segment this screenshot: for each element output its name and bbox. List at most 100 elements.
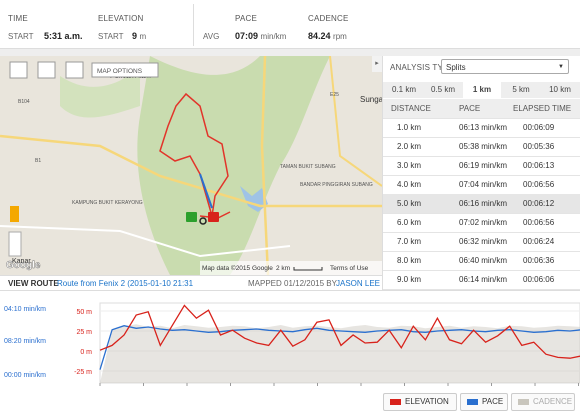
distance-cell: 3.0 km xyxy=(397,161,422,170)
select-value: Splits xyxy=(446,63,466,72)
time-cell: 00:06:09 xyxy=(523,123,555,132)
route-bar: VIEW ROUTE Route from Fenix 2 (2015-01-1… xyxy=(0,275,382,291)
unit: m xyxy=(139,32,147,41)
time-cell: 00:06:13 xyxy=(523,161,555,170)
end-marker xyxy=(208,212,219,222)
y-tick-label: -25 m xyxy=(74,369,92,376)
legend-label: PACE xyxy=(482,397,504,406)
plot-area xyxy=(99,302,580,384)
legend-swatch xyxy=(518,398,529,405)
split-row[interactable]: 6.0 km 07:02 min/km 00:06:56 xyxy=(383,213,580,233)
stat-value: 9 m xyxy=(132,31,146,41)
user-link[interactable]: JASON LEE xyxy=(336,279,381,288)
map-label: TAMAN BUKIT SUBANG xyxy=(280,164,336,170)
pace-cell: 06:40 min/km xyxy=(459,256,508,265)
stat-value: 07:09 min/km xyxy=(235,31,286,41)
map-label: E25 xyxy=(330,92,339,98)
value: 84.24 xyxy=(308,31,331,41)
fullscreen-button[interactable] xyxy=(9,61,28,79)
y-tick-label: 0 m xyxy=(80,349,92,356)
pace-cell: 07:02 min/km xyxy=(459,218,508,227)
time-cell: 00:06:56 xyxy=(523,218,555,227)
split-row[interactable]: 1.0 km 06:13 min/km 00:06:09 xyxy=(383,118,580,138)
route-label: VIEW ROUTE xyxy=(8,279,59,288)
map-label: BANDAR PINGGIRAN SUBANG xyxy=(300,182,373,188)
split-row[interactable]: 5.0 km 06:16 min/km 00:06:12 xyxy=(383,194,580,214)
legend-button[interactable]: ELEVATION xyxy=(383,393,457,411)
split-row[interactable]: 9.0 km 06:14 min/km 00:06:06 xyxy=(383,270,580,290)
time-cell: 00:06:06 xyxy=(523,275,555,284)
reset-button[interactable] xyxy=(65,61,84,79)
distance-cell: 5.0 km xyxy=(397,199,422,208)
analysis-label: ANALYSIS TYPE: xyxy=(390,63,457,72)
map-label: KAMPUNG BUKIT KERAYONG xyxy=(72,200,143,206)
map[interactable]: Puncak Alam Kapar Sunga BANDAR PINGGIRAN… xyxy=(0,56,382,275)
stat-label: TIME xyxy=(8,14,28,23)
stat-value: 5:31 a.m. xyxy=(44,31,83,41)
select-arrow: ▼ xyxy=(558,64,564,70)
unit: rpm xyxy=(333,32,347,41)
value: 07:09 xyxy=(235,31,259,41)
pace-cell: 07:04 min/km xyxy=(459,180,508,189)
stat-label: PACE xyxy=(235,14,257,23)
y-tick-label: 50 m xyxy=(76,309,92,316)
pace-axis-label: 04:10 min/km xyxy=(4,306,46,313)
unit: min/km xyxy=(260,32,287,41)
stat-value: 84.24 rpm xyxy=(308,31,347,41)
pace-cell: 06:32 min/km xyxy=(459,237,508,246)
split-row[interactable]: 7.0 km 06:32 min/km 00:06:24 xyxy=(383,232,580,252)
elevation-line xyxy=(99,304,580,359)
stat-sub: START xyxy=(98,32,124,41)
header-cell: PACE xyxy=(459,104,481,113)
cadence-area xyxy=(100,324,580,383)
tab[interactable]: 0.5 km xyxy=(430,85,455,94)
distance-cell: 6.0 km xyxy=(397,218,422,227)
header-cell: ELAPSED TIME xyxy=(513,104,572,113)
pace-cell: 06:13 min/km xyxy=(459,123,508,132)
route-link[interactable]: Route from Fenix 2 (2015-01-10 21:31 xyxy=(57,279,194,288)
map-scale: 2 km xyxy=(276,265,290,272)
legend-label: ELEVATION xyxy=(405,397,449,406)
map-logo: Google xyxy=(6,260,41,271)
tab[interactable]: 5 km xyxy=(512,85,530,94)
collapse-toggle[interactable]: ▸ xyxy=(372,56,382,72)
distance-cell: 9.0 km xyxy=(397,275,422,284)
map-terms[interactable]: Terms of Use xyxy=(330,265,369,272)
pace-axis-label: 08:20 min/km xyxy=(4,338,46,345)
pegman[interactable] xyxy=(10,206,19,222)
split-row[interactable]: 8.0 km 06:40 min/km 00:06:36 xyxy=(383,251,580,271)
analysis-select[interactable]: Splits ▼ xyxy=(441,59,569,74)
tab[interactable]: 0.1 km xyxy=(391,85,416,94)
divider xyxy=(193,4,194,46)
legend-swatch xyxy=(467,398,478,405)
split-row[interactable]: 4.0 km 07:04 min/km 00:06:56 xyxy=(383,175,580,195)
map-label: Kapar xyxy=(12,258,31,265)
time-cell: 00:06:12 xyxy=(523,199,555,208)
tab[interactable]: 10 km xyxy=(549,85,571,94)
mapped-label: MAPPED 01/12/2015 BY xyxy=(248,279,337,288)
distance-cell: 2.0 km xyxy=(397,142,422,151)
pace-cell: 06:16 min/km xyxy=(459,199,508,208)
zoom-control[interactable] xyxy=(8,231,22,257)
time-cell: 00:06:56 xyxy=(523,180,555,189)
split-row[interactable]: 2.0 km 05:38 min/km 00:05:36 xyxy=(383,137,580,157)
split-row[interactable]: 3.0 km 06:19 min/km 00:06:13 xyxy=(383,156,580,176)
legend-button[interactable]: CADENCE xyxy=(511,393,575,411)
distance-cell: 7.0 km xyxy=(397,237,422,246)
map-options-button[interactable] xyxy=(91,62,159,78)
map-label: Sunga xyxy=(360,95,382,104)
tab[interactable]: 1 km xyxy=(463,82,501,98)
time-cell: 00:05:36 xyxy=(523,142,555,151)
pace-line xyxy=(99,325,580,370)
3d-button[interactable] xyxy=(37,61,56,79)
map-label: B104 xyxy=(18,99,30,105)
distance-cell: 1.0 km xyxy=(397,123,422,132)
distance-cell: 4.0 km xyxy=(397,180,422,189)
legend-label: CADENCE xyxy=(533,397,573,406)
legend-swatch xyxy=(390,398,401,405)
separator xyxy=(0,290,580,291)
map-attribution: Map data ©2015 Google xyxy=(202,264,273,272)
legend-button[interactable]: PACE xyxy=(460,393,508,411)
map-label: B1 xyxy=(35,158,41,164)
